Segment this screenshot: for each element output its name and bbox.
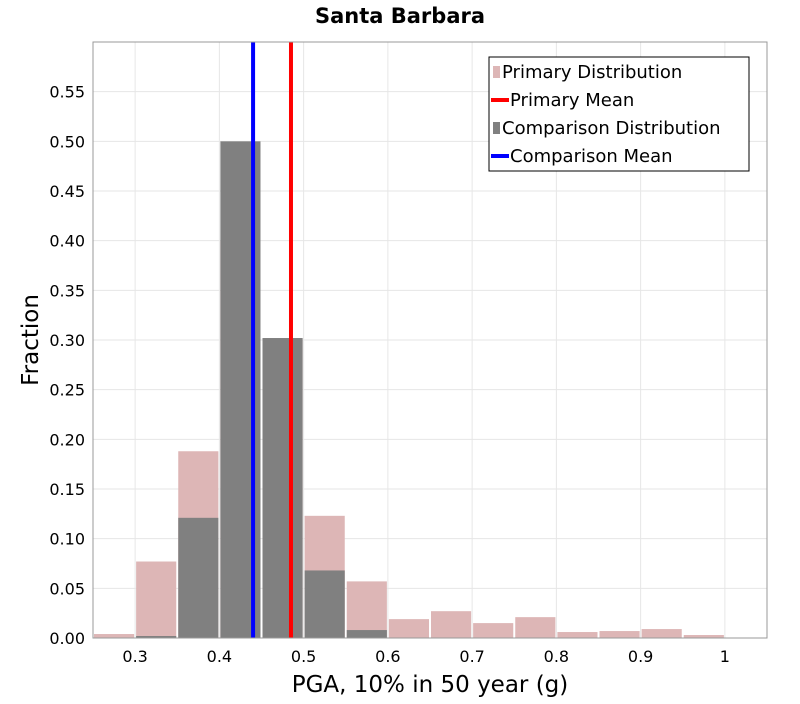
legend: Primary Distribution Primary Mean Comparis… (488, 56, 750, 172)
y-tick-label: 0.25 (49, 381, 85, 400)
x-tick-label: 0.7 (459, 647, 484, 666)
primary-distribution-legend-label: Primary Distribution (502, 62, 682, 83)
comparison-mean-legend-label: Comparison Mean (510, 146, 673, 167)
x-tick-label: 0.4 (207, 647, 232, 666)
primary-distribution-bar (388, 619, 429, 638)
y-tick-label: 0.10 (49, 530, 85, 549)
primary-distribution-bar (473, 623, 514, 638)
x-tick-label: 0.8 (544, 647, 569, 666)
y-tick-label: 0.55 (49, 83, 85, 102)
y-tick-label: 0.40 (49, 232, 85, 251)
legend-box (488, 56, 750, 172)
y-tick-label: 0.45 (49, 182, 85, 201)
chart-title: Santa Barbara (315, 4, 485, 28)
mean-lines (251, 42, 293, 638)
x-tick-label: 0.9 (628, 647, 653, 666)
primary-distribution-legend-swatch (493, 66, 500, 78)
x-tick-label: 1 (720, 647, 730, 666)
primary-distribution-bar (641, 629, 682, 638)
comparison-distribution-legend-label: Comparison Distribution (502, 118, 721, 139)
tick-labels: 0.00 0.05 0.10 0.15 0.20 0.25 0.30 0.35 0.40 0.45… (49, 83, 730, 666)
y-tick-label: 0.05 (49, 579, 85, 598)
comparison-distribution-bar (304, 570, 345, 638)
primary-distribution-bar (683, 635, 724, 638)
y-tick-label: 0.35 (49, 281, 85, 300)
primary-distribution-bar (599, 631, 640, 638)
x-tick-label: 0.6 (375, 647, 400, 666)
y-tick-label: 0.30 (49, 331, 85, 350)
y-tick-label: 0.20 (49, 430, 85, 449)
comparison-distribution-bar (178, 517, 219, 638)
primary-mean-legend-label: Primary Mean (510, 90, 634, 111)
comparison-distribution-legend-swatch (493, 122, 500, 134)
y-tick-label: 0.50 (49, 132, 85, 151)
x-tick-label: 0.3 (122, 647, 147, 666)
comparison-distribution-bar (262, 338, 303, 638)
plot-frame (92, 41, 768, 639)
y-tick-label: 0.15 (49, 480, 85, 499)
comparison-distribution-bar (346, 630, 387, 638)
primary-distribution-bar (431, 611, 472, 638)
primary-distribution-bar (136, 561, 177, 638)
primary-distribution-bar (94, 634, 135, 638)
x-axis-label: PGA, 10% in 50 year (g) (292, 672, 569, 698)
primary-distribution-bar (515, 617, 556, 638)
comparison-distribution-bar (136, 636, 177, 638)
y-axis-label: Fraction (18, 294, 44, 386)
primary-distribution-bar (346, 581, 387, 638)
x-tick-label: 0.5 (291, 647, 316, 666)
primary-distribution-bar (557, 632, 598, 638)
y-tick-label: 0.00 (49, 629, 85, 648)
